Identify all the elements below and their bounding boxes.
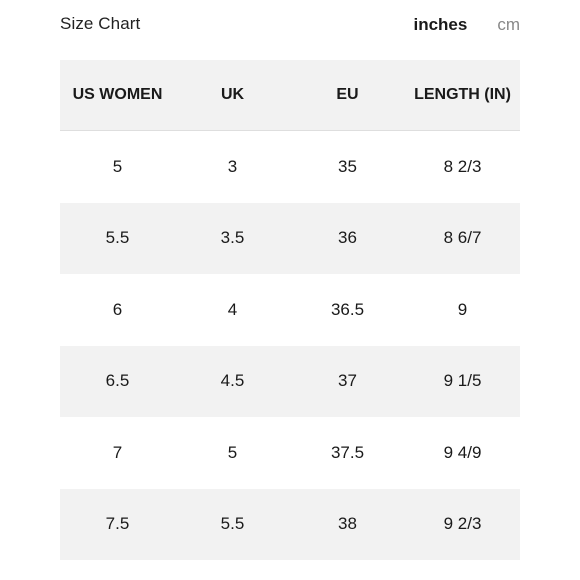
cell-eu: 38 — [338, 514, 357, 534]
cell-eu: 36 — [338, 228, 357, 248]
cell-eu: 35 — [338, 156, 357, 176]
cell-uk: 5.5 — [220, 514, 245, 534]
table-row: 6.5 4.5 37 9 1/5 — [60, 345, 520, 417]
unit-switcher: inches cm — [413, 15, 520, 35]
cell-eu: 36.5 — [330, 299, 365, 319]
table-row: 7.5 5.5 38 9 2/3 — [60, 488, 520, 560]
cell-us-women: 6 — [112, 299, 123, 319]
column-header-eu: EU — [336, 86, 359, 103]
cell-us-women: 5.5 — [105, 228, 130, 248]
table-row: 5 3 35 8 2/3 — [60, 131, 520, 203]
cell-length: 9 4/9 — [443, 442, 482, 462]
page-title: Size Chart — [60, 14, 141, 33]
cell-length: 9 1/5 — [443, 371, 482, 391]
unit-cm-toggle[interactable]: cm — [497, 15, 520, 34]
table-row: 5.5 3.5 36 8 6/7 — [60, 202, 520, 274]
column-header-uk: UK — [220, 86, 245, 103]
cell-length: 9 — [457, 299, 468, 319]
cell-us-women: 7 — [112, 442, 123, 462]
cell-eu: 37.5 — [330, 442, 365, 462]
cell-uk: 3 — [227, 156, 238, 176]
cell-length: 9 2/3 — [443, 514, 482, 534]
cell-length: 8 6/7 — [443, 228, 482, 248]
table-row: 7 5 37.5 9 4/9 — [60, 417, 520, 489]
cell-eu: 37 — [338, 371, 357, 391]
cell-us-women: 7.5 — [105, 514, 130, 534]
column-header-length: LENGTH (IN) — [414, 86, 511, 103]
table-header-row: US WOMEN UK EU LENGTH (IN) — [60, 60, 520, 131]
cell-length: 8 2/3 — [443, 156, 482, 176]
cell-us-women: 5 — [112, 156, 123, 176]
cell-us-women: 6.5 — [105, 371, 130, 391]
cell-uk: 4.5 — [220, 371, 245, 391]
cell-uk: 5 — [227, 442, 238, 462]
size-table: US WOMEN UK EU LENGTH (IN) 5 3 35 8 2/3 … — [60, 60, 520, 560]
cell-uk: 4 — [227, 299, 238, 319]
table-row: 6 4 36.5 9 — [60, 274, 520, 346]
size-chart-header: Size Chart inches cm — [60, 12, 520, 40]
column-header-us-women: US WOMEN — [72, 86, 163, 103]
cell-uk: 3.5 — [220, 228, 245, 248]
unit-inches-toggle[interactable]: inches — [413, 15, 468, 34]
